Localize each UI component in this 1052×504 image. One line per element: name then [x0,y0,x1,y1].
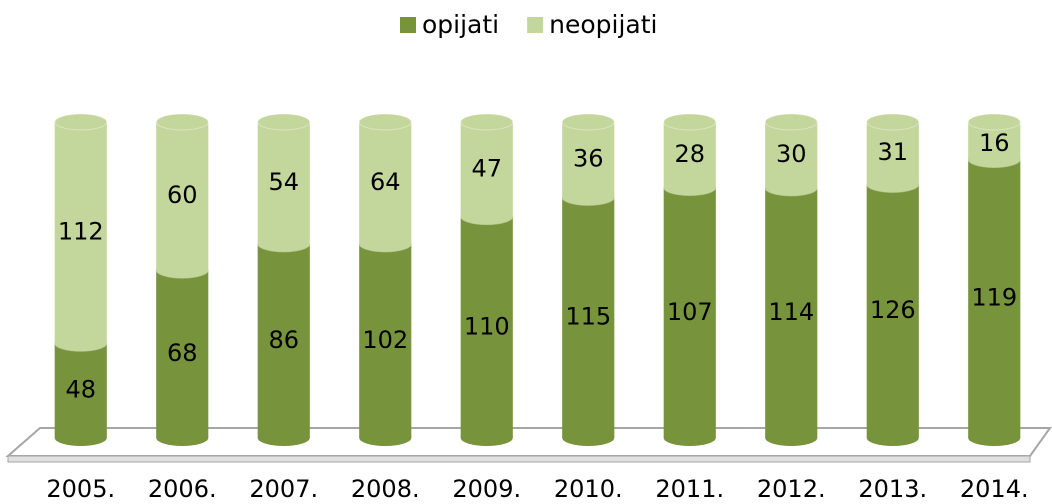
x-tick-label: 2012. [757,475,826,503]
data-label: 54 [268,168,299,196]
bar-top [257,113,311,131]
x-tick-label: 2007. [249,475,318,503]
bar-shade [156,270,209,438]
bar-top [866,113,920,131]
bar-top [358,113,412,131]
data-label: 102 [362,326,408,354]
bar-top [561,113,615,131]
x-tick-label: 2013. [858,475,927,503]
bar-shade [663,122,716,188]
data-label: 28 [674,140,705,168]
bar [866,113,920,193]
bar [257,113,311,252]
bar-shade [54,122,107,344]
bar-shade [359,122,412,244]
data-label: 36 [573,145,604,173]
data-label: 112 [58,218,104,246]
bar [54,113,108,352]
bar-shade [359,243,412,438]
data-label: 119 [971,284,1017,312]
bar [155,261,209,446]
data-label: 64 [370,168,401,196]
data-label: 60 [167,181,198,209]
bar-top [663,113,717,131]
bar-shade [562,197,615,438]
bar-shade [156,122,209,271]
data-label: 30 [776,140,807,168]
floor-edge [7,455,1031,463]
bar [764,113,818,196]
bar-shade [257,122,310,244]
bar-shade [54,343,107,438]
bar [967,113,1021,168]
x-tick-label: 2011. [655,475,724,503]
x-tick-label: 2005. [46,475,115,503]
bar-shade [562,122,615,198]
bar [561,113,615,206]
data-label: 31 [877,138,908,166]
legend-label: opijati [422,10,499,39]
bar [967,150,1021,446]
bar [663,113,717,196]
data-label: 86 [268,326,299,354]
bar-shade [460,216,513,438]
bar [866,175,920,446]
bar-shade [765,122,818,188]
bar-shade [866,122,919,185]
data-label: 68 [167,339,198,367]
bar-top [460,113,514,131]
bar-shade [460,122,513,217]
bar [358,113,412,252]
x-tick-label: 2009. [452,475,521,503]
legend-label: neopijati [549,10,657,39]
x-tick-label: 2010. [554,475,623,503]
data-label: 107 [667,298,713,326]
data-label: 115 [565,303,611,331]
bar [460,113,514,225]
data-label: 16 [979,129,1010,157]
bar-shade [866,184,919,438]
x-tick-label: 2006. [148,475,217,503]
data-label: 126 [870,296,916,324]
bar [764,179,818,446]
data-label: 47 [471,154,502,182]
bar [155,113,209,279]
bar-shade [663,187,716,438]
legend-swatch [527,17,544,33]
bar-shade [257,243,310,438]
bar-top [967,113,1021,131]
bar-shade [968,159,1021,439]
data-label: 48 [65,376,96,404]
bar [257,235,311,446]
bar-top [54,113,108,131]
bar-top [155,113,209,131]
x-tick-label: 2014. [960,475,1029,503]
legend-swatch [400,17,416,33]
bar-shade [765,187,818,438]
x-tick-label: 2008. [351,475,420,503]
data-label: 114 [768,298,814,326]
data-label: 110 [464,312,510,340]
bar [460,208,514,446]
bar-top [764,113,818,131]
